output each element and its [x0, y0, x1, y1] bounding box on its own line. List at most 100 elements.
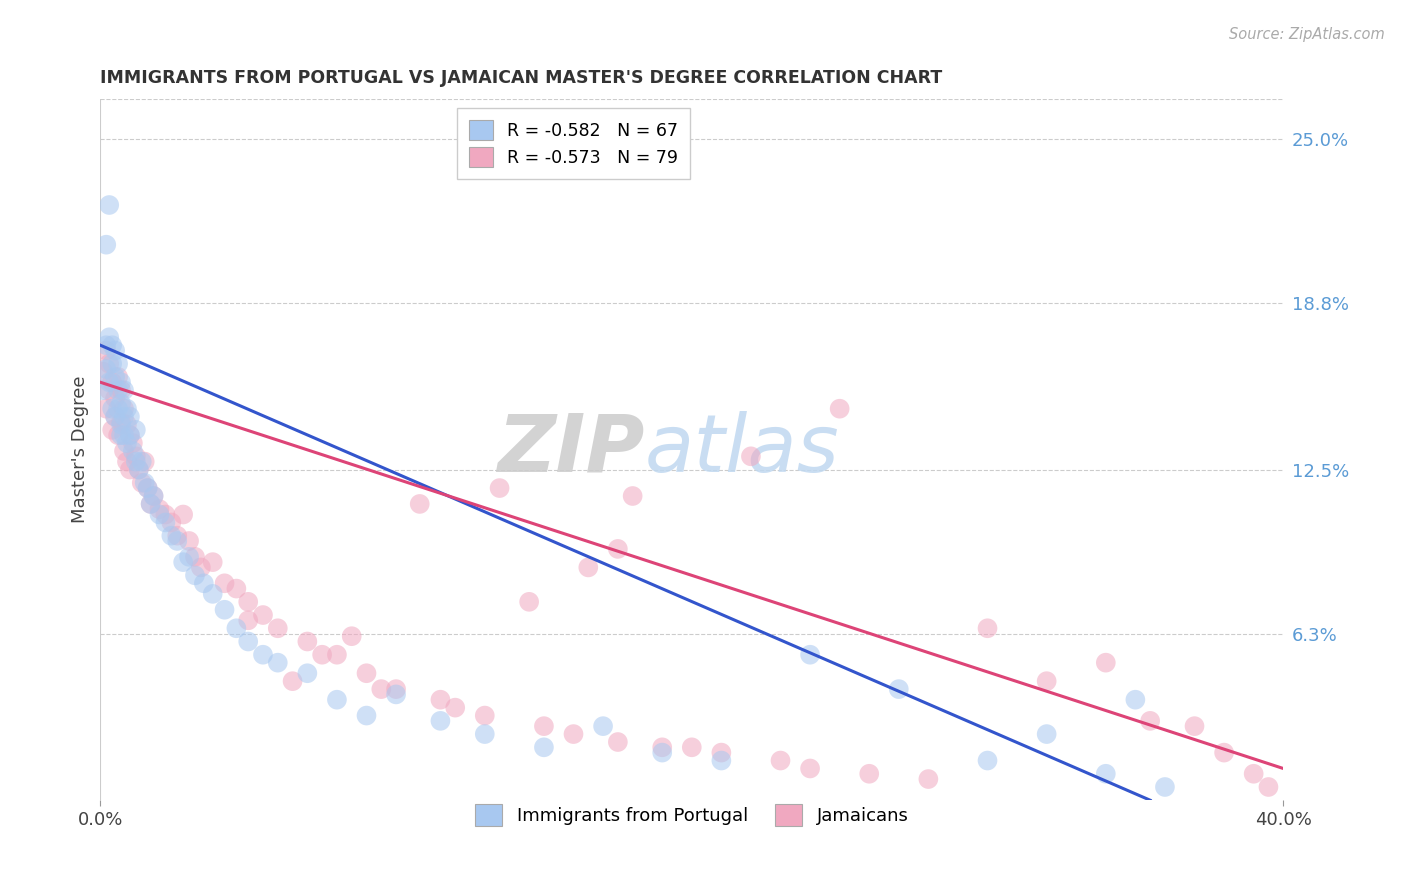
Point: [118, 428, 141, 442]
Point: [101, 338, 124, 352]
Point: [112, 409, 135, 424]
Point: [160, 516, 183, 530]
Point: [98, 383, 121, 397]
Point: [110, 428, 132, 442]
Point: [225, 621, 247, 635]
Point: [115, 417, 138, 432]
Point: [326, 648, 349, 662]
Point: [96, 338, 118, 352]
Text: atlas: atlas: [644, 410, 839, 489]
Point: [155, 508, 177, 522]
Point: [107, 428, 129, 442]
Legend: Immigrants from Portugal, Jamaicans: Immigrants from Portugal, Jamaicans: [468, 797, 915, 833]
Point: [214, 576, 236, 591]
Point: [1243, 766, 1265, 780]
Point: [107, 357, 129, 371]
Text: Source: ZipAtlas.com: Source: ZipAtlas.com: [1229, 27, 1385, 42]
Point: [606, 541, 628, 556]
Point: [131, 454, 153, 468]
Point: [1139, 714, 1161, 728]
Point: [166, 533, 188, 548]
Point: [104, 343, 127, 358]
Point: [799, 762, 821, 776]
Point: [238, 595, 260, 609]
Point: [1213, 746, 1236, 760]
Point: [311, 648, 333, 662]
Point: [370, 682, 392, 697]
Point: [184, 549, 207, 564]
Point: [148, 502, 170, 516]
Point: [166, 529, 188, 543]
Point: [740, 450, 762, 464]
Point: [409, 497, 432, 511]
Point: [799, 648, 821, 662]
Point: [184, 568, 207, 582]
Point: [576, 560, 599, 574]
Point: [139, 497, 162, 511]
Point: [214, 603, 236, 617]
Point: [517, 595, 540, 609]
Point: [429, 692, 451, 706]
Point: [110, 383, 132, 397]
Point: [139, 497, 162, 511]
Point: [1257, 780, 1279, 794]
Point: [136, 481, 159, 495]
Point: [110, 376, 132, 390]
Point: [252, 608, 274, 623]
Point: [976, 621, 998, 635]
Point: [887, 682, 910, 697]
Point: [177, 549, 200, 564]
Point: [134, 454, 156, 468]
Point: [172, 555, 194, 569]
Point: [474, 708, 496, 723]
Point: [976, 754, 998, 768]
Point: [1154, 780, 1177, 794]
Point: [96, 237, 118, 252]
Point: [98, 376, 121, 390]
Point: [110, 396, 132, 410]
Point: [488, 481, 510, 495]
Point: [297, 634, 319, 648]
Point: [96, 362, 118, 376]
Point: [193, 576, 215, 591]
Point: [177, 533, 200, 548]
Point: [91, 365, 114, 379]
Point: [172, 508, 194, 522]
Point: [769, 754, 792, 768]
Point: [118, 409, 141, 424]
Point: [115, 454, 138, 468]
Point: [101, 423, 124, 437]
Point: [533, 719, 555, 733]
Point: [606, 735, 628, 749]
Point: [142, 489, 165, 503]
Point: [1184, 719, 1206, 733]
Point: [110, 415, 132, 429]
Point: [1094, 766, 1116, 780]
Point: [104, 409, 127, 424]
Point: [96, 401, 118, 416]
Point: [104, 391, 127, 405]
Point: [131, 475, 153, 490]
Point: [112, 444, 135, 458]
Point: [107, 401, 129, 416]
Point: [474, 727, 496, 741]
Point: [917, 772, 939, 786]
Text: ZIP: ZIP: [498, 410, 644, 489]
Point: [118, 428, 141, 442]
Point: [122, 444, 145, 458]
Point: [592, 719, 614, 733]
Point: [96, 343, 118, 358]
Point: [115, 436, 138, 450]
Point: [710, 754, 733, 768]
Point: [429, 714, 451, 728]
Point: [148, 508, 170, 522]
Point: [858, 766, 880, 780]
Point: [98, 198, 121, 212]
Point: [651, 740, 673, 755]
Point: [125, 423, 148, 437]
Point: [225, 582, 247, 596]
Point: [267, 621, 290, 635]
Point: [101, 357, 124, 371]
Point: [267, 656, 290, 670]
Point: [651, 746, 673, 760]
